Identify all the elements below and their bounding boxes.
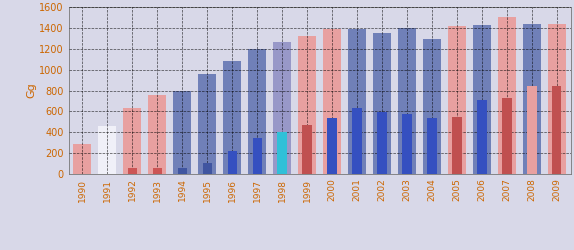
Bar: [502, 98, 511, 174]
Bar: [498, 17, 516, 174]
Bar: [227, 151, 237, 174]
Bar: [373, 34, 391, 174]
Bar: [448, 26, 466, 174]
Bar: [552, 86, 561, 174]
Bar: [248, 49, 266, 174]
Bar: [277, 132, 287, 174]
Bar: [177, 168, 187, 174]
Bar: [302, 125, 312, 174]
Bar: [98, 126, 117, 174]
Bar: [173, 90, 191, 174]
Bar: [352, 108, 362, 174]
Bar: [427, 118, 437, 174]
Bar: [477, 100, 487, 174]
Bar: [527, 86, 537, 174]
Bar: [73, 144, 91, 174]
Bar: [223, 62, 241, 174]
Bar: [423, 39, 441, 174]
Bar: [253, 138, 262, 174]
Bar: [548, 24, 566, 174]
Bar: [402, 114, 412, 174]
Bar: [127, 168, 137, 174]
Bar: [348, 29, 366, 174]
Bar: [273, 42, 291, 174]
Bar: [377, 112, 387, 174]
Bar: [198, 74, 216, 174]
Bar: [123, 108, 141, 174]
Bar: [452, 117, 461, 174]
Bar: [327, 118, 337, 174]
Bar: [148, 95, 166, 174]
Bar: [203, 163, 212, 174]
Bar: [153, 168, 162, 174]
Bar: [523, 24, 541, 174]
Bar: [398, 28, 416, 174]
Bar: [298, 36, 316, 174]
Y-axis label: Gg: Gg: [26, 83, 36, 98]
Bar: [323, 29, 341, 174]
Bar: [473, 25, 491, 174]
